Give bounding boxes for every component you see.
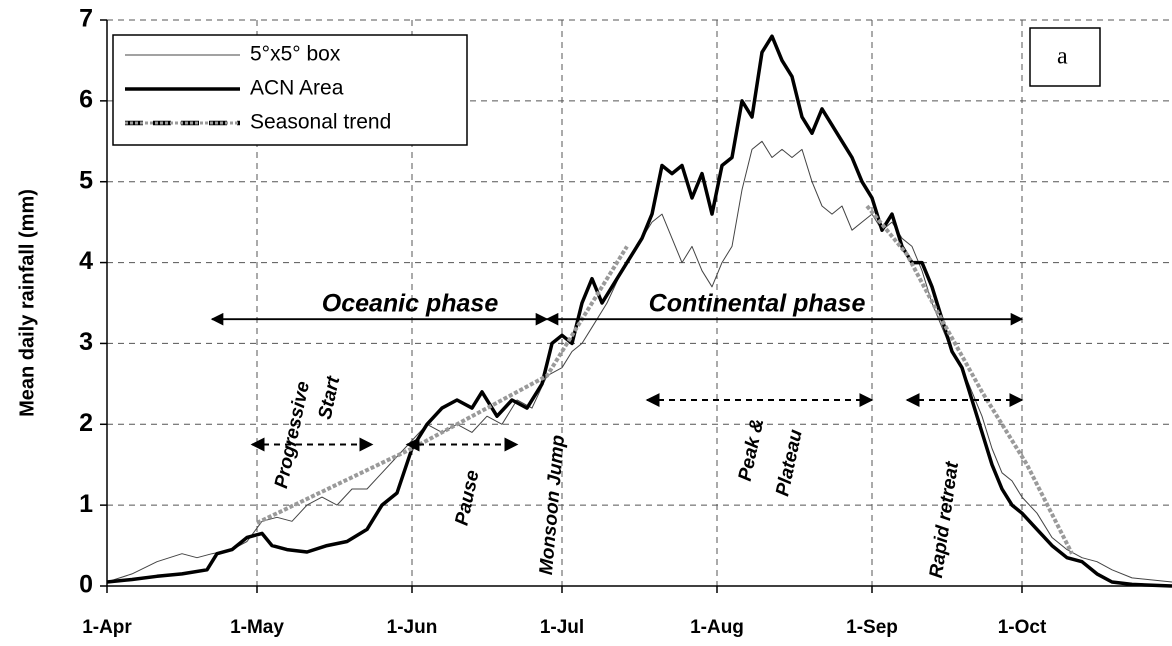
annotation: Start [315, 374, 345, 421]
series-line [106, 34, 1172, 588]
panel-label-box [1029, 27, 1101, 87]
series-line [106, 140, 1172, 583]
annotation: Peak & [735, 417, 769, 483]
lines [106, 34, 1172, 588]
annotation: Plateau [772, 427, 807, 498]
panel-label: a [1057, 44, 1068, 70]
annotation: Pause [451, 468, 483, 528]
legend-label: 5°x5° box [250, 43, 341, 66]
series-line [256, 204, 1074, 555]
y-axis-label: Mean daily rainfall (mm) [16, 189, 38, 417]
annotations: Oceanic phase Continental phase Progressiv… [210, 290, 1024, 580]
x-tick-label: 1-Sep [846, 617, 898, 638]
y-tick-label: 3 [79, 328, 93, 356]
legend-label: ACN Area [250, 77, 344, 100]
annotation: Oceanic phase [322, 290, 499, 318]
x-tick-label: 1-May [230, 617, 284, 638]
y-tick-label: 7 [79, 5, 93, 33]
annotation: Progressive [271, 379, 314, 490]
annotation: Continental phase [649, 290, 866, 318]
y-tick-label: 5 [79, 166, 93, 194]
y-tick-label: 1 [79, 490, 93, 518]
y-tick-label: 4 [79, 247, 93, 275]
annotation: Rapid retreat [926, 460, 963, 580]
x-tick-label: 1-Aug [690, 617, 744, 638]
grid [100, 19, 1172, 593]
x-tick-label: 1-Jun [387, 617, 438, 638]
y-tick-label: 0 [79, 571, 93, 599]
y-tick-label: 6 [79, 85, 93, 113]
x-tick-label: 1-Jul [540, 617, 584, 638]
x-tick-label: 1-Oct [998, 617, 1047, 638]
legend-label: Seasonal trend [250, 111, 391, 134]
x-tick-label: 1-Apr [82, 617, 132, 638]
y-tick-label: 2 [79, 409, 93, 437]
legend: 5°x5° box ACN Area Seasonal trend [125, 43, 391, 134]
